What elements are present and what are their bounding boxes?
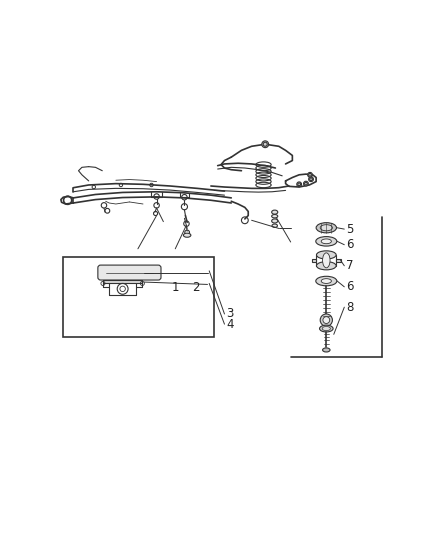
FancyBboxPatch shape — [98, 265, 161, 280]
Ellipse shape — [316, 276, 337, 286]
Ellipse shape — [272, 210, 278, 214]
Ellipse shape — [272, 224, 277, 228]
Ellipse shape — [317, 262, 336, 270]
Text: 1: 1 — [172, 281, 179, 294]
Text: 6: 6 — [346, 238, 353, 251]
Circle shape — [297, 182, 301, 187]
Ellipse shape — [272, 219, 278, 223]
Ellipse shape — [317, 251, 336, 259]
Circle shape — [262, 141, 268, 148]
Ellipse shape — [322, 348, 330, 352]
Polygon shape — [336, 259, 341, 262]
Circle shape — [323, 317, 330, 324]
Ellipse shape — [320, 225, 332, 231]
Text: 3: 3 — [226, 308, 233, 320]
Circle shape — [307, 172, 312, 177]
Text: 8: 8 — [346, 301, 353, 314]
Bar — [63, 257, 214, 337]
Circle shape — [304, 181, 308, 186]
Ellipse shape — [321, 239, 332, 244]
Ellipse shape — [316, 223, 336, 233]
Ellipse shape — [272, 214, 278, 218]
Ellipse shape — [322, 327, 330, 330]
Ellipse shape — [320, 325, 333, 332]
Ellipse shape — [184, 233, 191, 237]
Ellipse shape — [321, 279, 332, 284]
Circle shape — [320, 314, 332, 326]
Text: 6: 6 — [346, 280, 353, 293]
Text: 5: 5 — [346, 223, 353, 236]
Ellipse shape — [316, 237, 337, 246]
Text: 2: 2 — [192, 281, 199, 294]
Text: 7: 7 — [346, 259, 353, 272]
Circle shape — [309, 177, 314, 182]
Polygon shape — [312, 259, 316, 262]
Ellipse shape — [322, 253, 330, 268]
Polygon shape — [103, 280, 142, 284]
Text: 4: 4 — [226, 318, 233, 330]
